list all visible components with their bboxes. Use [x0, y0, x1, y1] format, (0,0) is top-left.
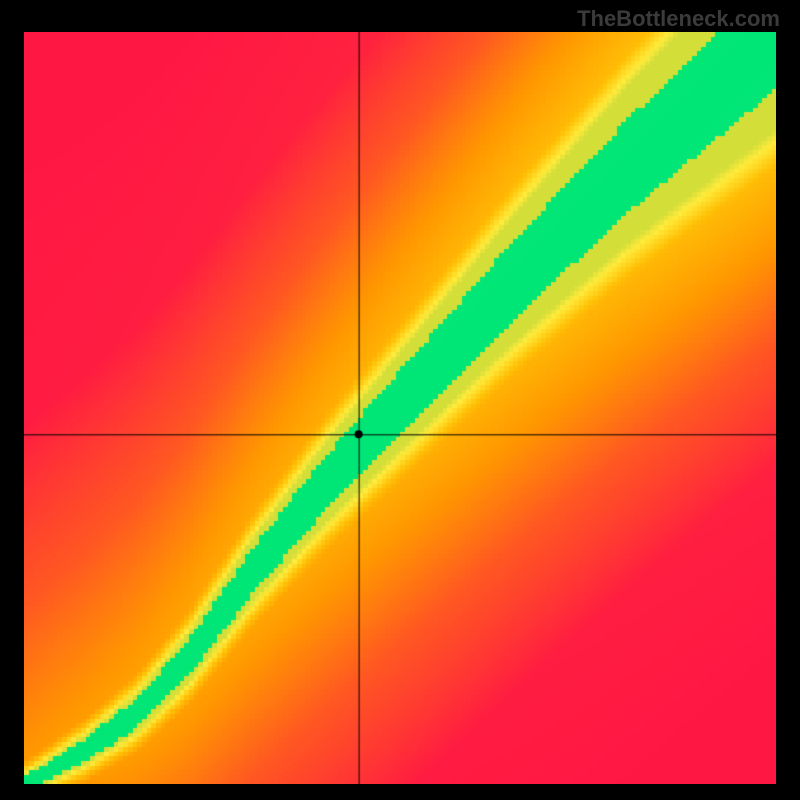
plot-area	[24, 32, 776, 784]
chart-container: TheBottleneck.com	[0, 0, 800, 800]
watermark-text: TheBottleneck.com	[577, 6, 780, 32]
heatmap-canvas	[24, 32, 776, 784]
